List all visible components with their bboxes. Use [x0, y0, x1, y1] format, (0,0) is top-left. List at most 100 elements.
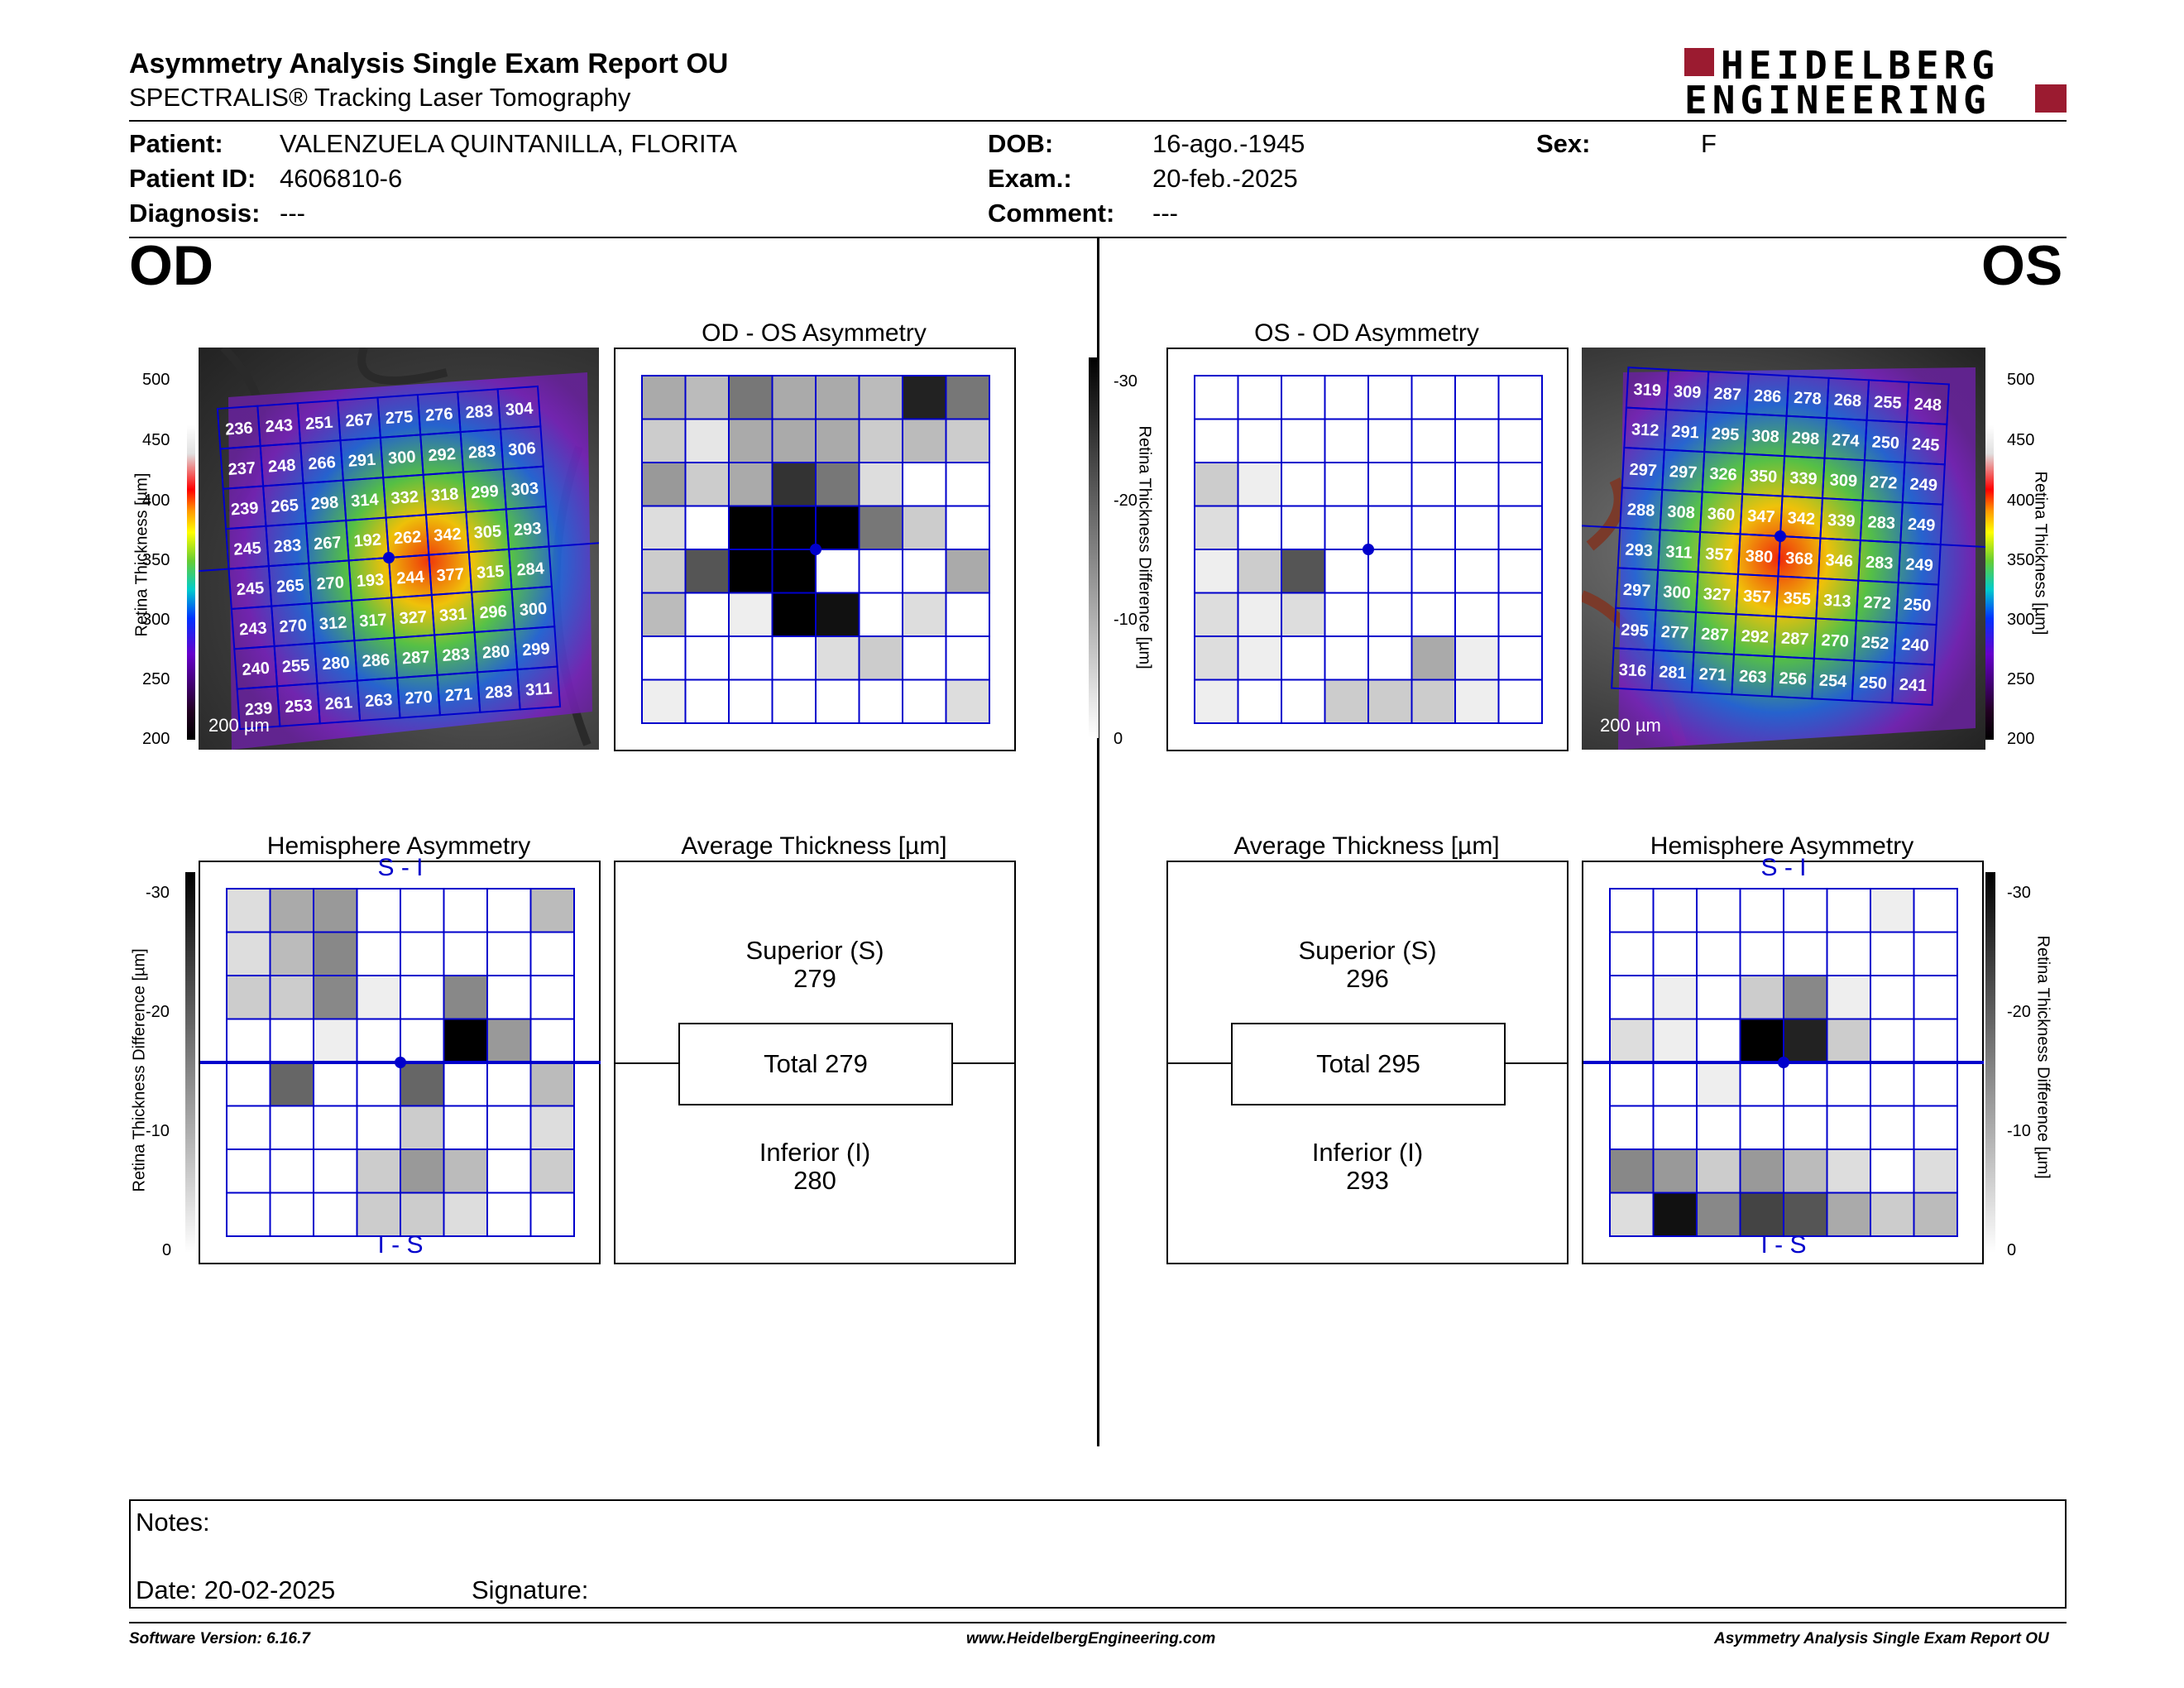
- os-asym-cell-r7c4: [1367, 679, 1413, 724]
- os-hemi-cell-r6c6: [1870, 1149, 1915, 1194]
- od-thick-value-r6c7: 299: [522, 640, 551, 659]
- os-hemi-cell-r1c2: [1696, 931, 1741, 976]
- os-thick-fovea-marker: [1774, 530, 1786, 542]
- notes-box[interactable]: Notes: Date: 20-02-2025 Signature:: [129, 1499, 2067, 1609]
- od-thickness-grid: 236 243 251 267 275 276 283 304 237 248 266 291 300 2…: [199, 385, 599, 731]
- os-asym-cell-r4c0: [1194, 549, 1239, 594]
- os-asym-cell-r7c7: [1497, 679, 1543, 724]
- od-tick-250: 250: [142, 670, 170, 688]
- od-asymmetry-panel: [614, 348, 1016, 751]
- logo-red-square-top: [1684, 48, 1714, 76]
- os-asym-cell-r6c0: [1194, 635, 1239, 681]
- os-asym-cell-r4c5: [1410, 549, 1456, 594]
- website-link[interactable]: www.HeidelbergEngineering.com: [966, 1630, 1216, 1647]
- od-thick-value-r5c1: 270: [279, 616, 308, 636]
- od-thick-value-r1c3: 291: [347, 451, 376, 471]
- od-thick-value-r0c3: 267: [345, 410, 374, 430]
- od-asym-cell-r5c3: [771, 592, 817, 637]
- od-hemi-colorbar: [185, 872, 195, 1253]
- os-hemi-axis-label: Retina Thickness Difference [µm]: [2033, 935, 2052, 1179]
- od-asym-cell-r3c7: [945, 505, 990, 550]
- patient-id: 4606810-6: [280, 164, 403, 193]
- os-hemi-cell-r0c4: [1783, 888, 1828, 933]
- os-thick-value-r1c5: 274: [1832, 431, 1861, 451]
- od-thick-value-r7c3: 263: [364, 691, 393, 711]
- od-hemi-cell-r5c3: [356, 1105, 401, 1150]
- od-hemi-axis-label: Retina Thickness Difference [µm]: [130, 948, 149, 1192]
- os-asym-cell-r2c0: [1194, 462, 1239, 507]
- os-thick-value-r6c2: 287: [1701, 625, 1729, 645]
- os-asym-cell-r0c5: [1410, 375, 1456, 420]
- od-hemi-cell-r0c5: [443, 888, 488, 933]
- os-inferior-value: 293: [1346, 1166, 1389, 1195]
- os-hemi-cell-r7c5: [1826, 1192, 1871, 1237]
- os-hemi-cell-r0c7: [1913, 888, 1958, 933]
- os-hemi-cell-r0c5: [1826, 888, 1871, 933]
- od-asym-cell-r2c0: [641, 462, 687, 507]
- os-thick-value-r0c6: 255: [1874, 393, 1902, 413]
- os-thick-value-r0c4: 278: [1794, 389, 1822, 409]
- os-thick-value-r6c4: 287: [1781, 629, 1809, 649]
- od-asym-cell-r3c2: [728, 505, 774, 550]
- os-asym-cell-r1c1: [1237, 418, 1282, 463]
- os-asym-cell-r6c7: [1497, 635, 1543, 681]
- od-asym-cell-r3c1: [684, 505, 730, 550]
- os-tick-450: 450: [2007, 431, 2035, 449]
- od-asym-cell-r4c5: [858, 549, 903, 594]
- od-hemi-cell-r2c4: [400, 975, 445, 1020]
- od-asym-cell-r5c5: [858, 592, 903, 637]
- os-hemi-cell-r3c4: [1783, 1018, 1828, 1063]
- od-hemi-cell-r1c7: [529, 931, 575, 976]
- od-thick-value-r1c4: 300: [387, 448, 416, 468]
- os-asym-cell-r3c6: [1454, 505, 1500, 550]
- od-tick-400: 400: [142, 492, 170, 510]
- od-hemi-cell-r7c3: [356, 1192, 401, 1237]
- od-hemi-cell-r2c2: [313, 975, 358, 1020]
- od-thick-value-r4c5: 377: [436, 565, 465, 585]
- os-hemi-tick-30: -30: [2007, 884, 2031, 902]
- os-thick-value-r3c3: 347: [1747, 507, 1775, 527]
- od-eye-label: OD: [129, 234, 213, 297]
- os-asym-cell-r1c6: [1454, 418, 1500, 463]
- os-asym-cell-r4c4: [1367, 549, 1413, 594]
- os-thick-value-r3c0: 288: [1626, 501, 1655, 520]
- od-thick-value-r2c5: 318: [430, 485, 459, 505]
- od-thick-value-r0c6: 283: [465, 402, 494, 422]
- od-hemi-cell-r4c4: [400, 1062, 445, 1107]
- os-thick-value-r7c2: 271: [1698, 665, 1727, 685]
- os-hemi-cell-r3c7: [1913, 1018, 1958, 1063]
- od-thick-value-r6c1: 255: [281, 656, 310, 676]
- od-tick-300: 300: [142, 611, 170, 629]
- os-hemi-bottom-label: I - S: [1760, 1231, 1807, 1259]
- os-avg-title: Average Thickness [µm]: [1233, 832, 1500, 860]
- os-asym-cell-r0c0: [1194, 375, 1239, 420]
- od-hemi-cell-r2c3: [356, 975, 401, 1020]
- os-thick-value-r4c4: 368: [1785, 549, 1813, 569]
- od-inferior-label: Inferior (I): [759, 1138, 871, 1167]
- os-inferior-label: Inferior (I): [1311, 1138, 1424, 1167]
- os-hemi-cell-r4c2: [1696, 1062, 1741, 1107]
- os-hemi-cell-r2c6: [1870, 975, 1915, 1020]
- od-hemi-cell-r6c1: [269, 1149, 314, 1194]
- os-hemi-top-label: S - I: [1760, 854, 1807, 881]
- od-asymmetry-grid: [641, 375, 990, 724]
- os-hemi-cell-r1c3: [1739, 931, 1784, 976]
- os-asym-cell-r3c3: [1324, 505, 1369, 550]
- od-asym-cell-r6c6: [902, 635, 947, 681]
- od-avg-title: Average Thickness [µm]: [681, 832, 947, 860]
- od-hemi-cell-r2c0: [226, 975, 271, 1020]
- os-asym-cell-r0c1: [1237, 375, 1282, 420]
- od-hemi-cell-r0c6: [486, 888, 532, 933]
- os-hemi-cell-r0c1: [1652, 888, 1698, 933]
- os-thick-value-r2c4: 339: [1789, 469, 1818, 489]
- od-hemi-bottom-label: I - S: [377, 1231, 424, 1259]
- diagnosis-label: Diagnosis:: [129, 199, 261, 228]
- os-hemi-cell-r1c7: [1913, 931, 1958, 976]
- od-hemi-cell-r3c1: [269, 1018, 314, 1063]
- os-hemi-cell-r4c6: [1870, 1062, 1915, 1107]
- od-asym-cell-r7c0: [641, 679, 687, 724]
- os-asym-cell-r0c7: [1497, 375, 1543, 420]
- os-thick-value-r2c1: 297: [1669, 463, 1697, 482]
- od-asym-cell-r3c0: [641, 505, 687, 550]
- od-thick-value-r6c6: 280: [481, 642, 510, 662]
